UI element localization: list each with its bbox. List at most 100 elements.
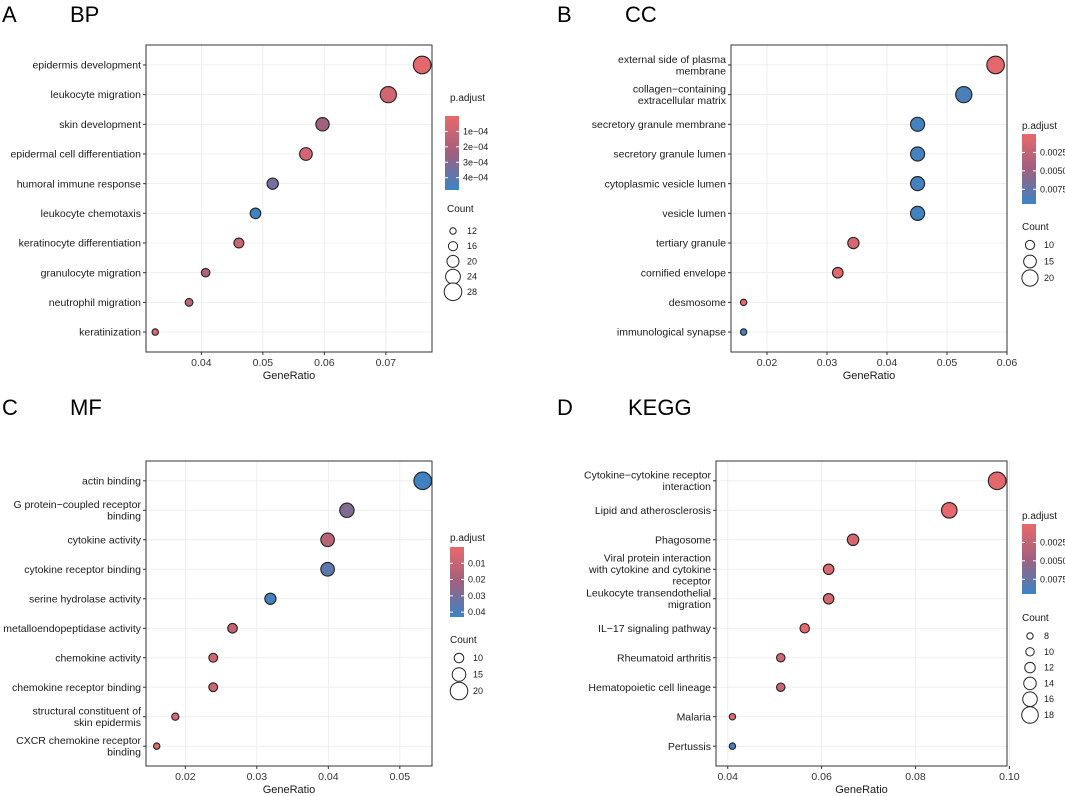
color-legend-label: 0.0025 xyxy=(1040,147,1065,157)
plot-frame xyxy=(145,44,433,353)
data-point xyxy=(739,328,748,336)
size-legend-label: 10 xyxy=(1044,647,1054,657)
x-axis-title: GeneRatio xyxy=(843,370,896,382)
size-legend-label: 12 xyxy=(467,226,477,236)
y-category-label: actin binding xyxy=(82,475,141,487)
size-legend-circle xyxy=(451,667,467,682)
x-tick-label: 0.06 xyxy=(997,357,1018,369)
size-legend-circle xyxy=(445,268,461,285)
y-category-label: chemokine activity xyxy=(55,652,142,664)
y-category-label: collagen−containing extracellular matrix xyxy=(633,83,727,107)
y-category-label: keratinocyte differentiation xyxy=(19,238,142,250)
panel-c-mf: C MF actin binding G protein−coupled rece… xyxy=(2,395,486,796)
x-tick-label: 0.03 xyxy=(817,357,838,369)
data-point xyxy=(413,471,433,491)
color-legend-label: 0.03 xyxy=(468,591,486,601)
x-tick-label: 0.04 xyxy=(191,357,212,369)
y-category-label: vesicle lumen xyxy=(662,208,726,220)
x-tick-label: 0.02 xyxy=(757,357,778,369)
size-legend-label: 15 xyxy=(1044,257,1054,267)
y-category-label: cytokine activity xyxy=(67,534,141,546)
size-legend-circle xyxy=(453,652,465,664)
size-legend-circle xyxy=(1024,661,1036,674)
color-legend-label: 3e−04 xyxy=(463,157,488,167)
panel-title-cc: CC xyxy=(625,2,657,27)
color-legend-title: p.adjust xyxy=(1022,511,1057,522)
size-legend-label: 20 xyxy=(467,256,477,266)
y-category-label: epidermis development xyxy=(32,60,141,72)
data-point xyxy=(266,177,279,190)
data-point xyxy=(208,652,219,663)
data-point xyxy=(909,176,926,192)
color-legend-label: 0.0025 xyxy=(1040,537,1065,547)
y-category-label: neutrophil migration xyxy=(49,297,141,309)
y-category-label: Leukocyte transendothelial migration xyxy=(586,588,711,612)
x-tick-label: 0.03 xyxy=(247,771,268,783)
y-category-label: Malaria xyxy=(677,711,712,723)
y-category-label: Lipid and atherosclerosis xyxy=(595,505,711,517)
data-point xyxy=(987,471,1007,491)
size-legend-label: 10 xyxy=(1044,240,1054,250)
y-category-label: IL−17 signaling pathway xyxy=(598,623,712,635)
y-category-label: leukocyte migration xyxy=(51,89,142,101)
data-point xyxy=(986,55,1005,75)
panel-title-mf: MF xyxy=(70,395,102,420)
y-category-label: Viral protein interaction with cytokine a… xyxy=(588,552,711,587)
data-point xyxy=(151,328,159,336)
color-legend-label: 0.0075 xyxy=(1040,184,1065,194)
plot-frame xyxy=(145,460,433,767)
y-category-label: Pertussis xyxy=(668,741,711,753)
size-legend-label: 15 xyxy=(473,670,483,680)
size-legend-circle xyxy=(1021,706,1039,724)
x-axis-title: GeneRatio xyxy=(835,784,888,796)
y-category-label: Rheumatoid arthritis xyxy=(617,652,711,664)
data-point xyxy=(227,622,238,634)
y-category-label: Hematopoietic cell lineage xyxy=(588,682,711,694)
size-legend-circle xyxy=(1026,632,1034,640)
x-axis-title: GeneRatio xyxy=(263,784,316,796)
x-tick-label: 0.07 xyxy=(376,357,397,369)
color-legend-label: 0.02 xyxy=(468,575,486,585)
data-point xyxy=(315,117,330,132)
y-category-label: serine hydrolase activity xyxy=(29,593,142,605)
x-tick-label: 0.06 xyxy=(314,357,335,369)
y-category-label: keratinization xyxy=(79,327,141,339)
color-legend-title: p.adjust xyxy=(450,93,485,104)
size-legend-title: Count xyxy=(447,204,474,215)
data-point xyxy=(152,742,161,750)
y-category-label: external side of plasma membrane xyxy=(618,54,726,78)
data-point xyxy=(184,297,194,307)
size-legend-label: 20 xyxy=(1044,273,1054,283)
data-point xyxy=(208,682,219,693)
color-legend-label: 2e−04 xyxy=(463,142,488,152)
size-legend-label: 24 xyxy=(467,272,477,282)
y-category-label: Phagosome xyxy=(655,534,711,546)
size-legend-label: 16 xyxy=(1044,694,1054,704)
data-point xyxy=(320,561,335,577)
size-legend-circle xyxy=(449,681,469,701)
color-legend-bar xyxy=(1022,524,1036,594)
color-legend-label: 0.0050 xyxy=(1040,556,1065,566)
y-category-label: cornified envelope xyxy=(641,267,726,279)
data-point xyxy=(728,742,737,750)
color-legend-label: 0.01 xyxy=(468,558,486,568)
size-legend-label: 18 xyxy=(1044,710,1054,720)
x-tick-label: 0.05 xyxy=(390,771,411,783)
data-point xyxy=(339,502,355,519)
x-tick-label: 0.10 xyxy=(999,771,1020,783)
data-point xyxy=(264,592,277,605)
data-point xyxy=(846,533,860,547)
size-legend-circle xyxy=(449,227,457,235)
x-tick-label: 0.04 xyxy=(318,771,339,783)
y-category-label: leukocyte chemotaxis xyxy=(41,208,141,220)
panel-letter-c: C xyxy=(2,395,18,420)
data-point xyxy=(299,147,313,161)
y-category-label: desmosome xyxy=(669,297,726,309)
data-point xyxy=(233,237,245,249)
data-point xyxy=(909,146,926,162)
y-category-label: humoral immune response xyxy=(17,178,141,190)
y-category-label: chemokine receptor binding xyxy=(12,682,141,694)
color-legend-bar xyxy=(450,547,464,617)
color-legend-title: p.adjust xyxy=(1022,121,1057,132)
